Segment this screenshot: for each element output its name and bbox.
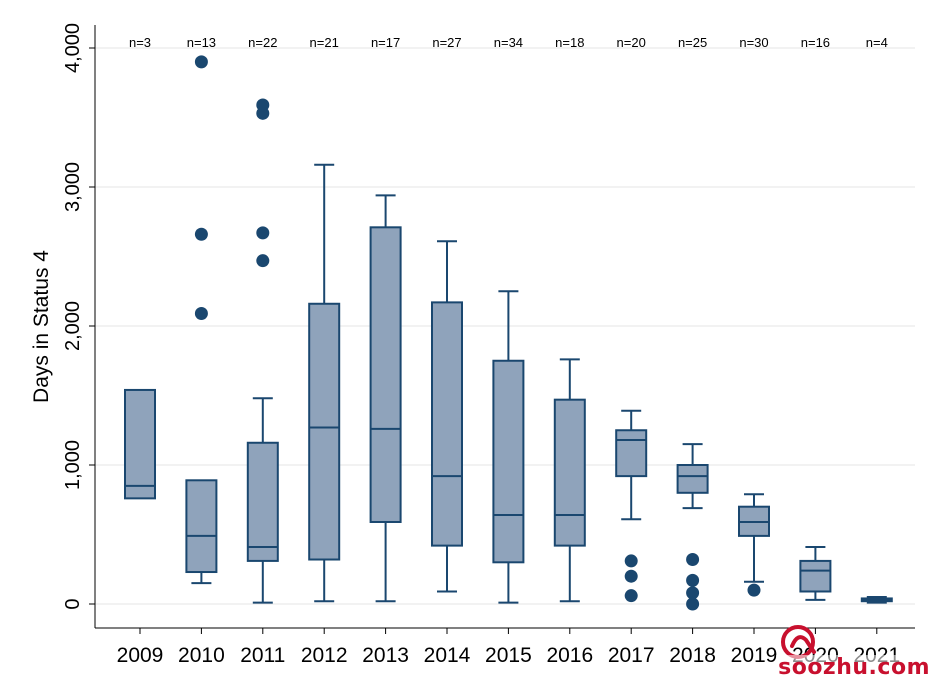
box-iqr — [431, 301, 463, 547]
y-tick-label: 0 — [62, 598, 84, 609]
outlier-point — [747, 583, 761, 597]
box-iqr — [369, 226, 402, 523]
watermark-site: soozhu.com — [776, 655, 932, 680]
box-group-2014 — [431, 240, 463, 593]
box-group-2011 — [246, 98, 279, 604]
count-label: n=34 — [494, 35, 523, 50]
box-iqr — [185, 479, 218, 574]
x-tick-label: 2014 — [424, 644, 471, 667]
count-label: n=30 — [739, 35, 768, 50]
x-tick-label: 2010 — [178, 644, 225, 667]
x-tick-label: 2009 — [117, 644, 164, 667]
box-group-2020 — [799, 546, 832, 601]
box-iqr — [492, 359, 525, 564]
box-group-2009 — [124, 388, 156, 500]
x-tick-label: 2011 — [240, 644, 285, 667]
count-label: n=25 — [678, 35, 707, 50]
outlier-point — [194, 55, 208, 69]
box-group-2019 — [738, 493, 770, 597]
count-label: n=4 — [866, 35, 888, 50]
x-tick-label: 2016 — [546, 644, 593, 667]
count-label: n=18 — [555, 35, 584, 50]
watermark: soozhu.com — [774, 618, 944, 688]
count-label: n=16 — [801, 35, 830, 50]
outlier-point — [624, 554, 638, 568]
outlier-point — [686, 553, 700, 567]
outlier-point — [686, 573, 700, 587]
outlier-point — [624, 589, 638, 603]
box-group-2021 — [860, 596, 893, 604]
box-iqr — [676, 464, 709, 494]
x-tick-label: 2015 — [485, 644, 532, 667]
boxes — [124, 55, 893, 611]
y-tick-label: 1,000 — [62, 440, 84, 490]
gridlines — [95, 47, 915, 605]
x-tick-label: 2012 — [301, 644, 348, 667]
outlier-point — [624, 569, 638, 583]
x-tick-label: 2017 — [608, 644, 655, 667]
box-group-2016 — [553, 358, 586, 603]
y-tick-label: 2,000 — [62, 301, 84, 351]
x-tick-label: 2019 — [731, 644, 778, 667]
box-group-2018 — [676, 443, 709, 611]
count-label: n=3 — [129, 35, 151, 50]
count-label: n=21 — [310, 35, 339, 50]
x-tick-label: 2018 — [669, 644, 716, 667]
axes: 0 1,000 2,000 3,000 4,000 2009 n=3 2010 n=13 2011… — [62, 23, 915, 667]
box-iqr — [246, 441, 279, 562]
count-label: n=13 — [187, 35, 216, 50]
box-group-2015 — [492, 290, 525, 604]
x-tick-label: 2013 — [362, 644, 409, 667]
count-label: n=17 — [371, 35, 400, 50]
count-label: n=20 — [617, 35, 646, 50]
box-iqr — [799, 559, 832, 593]
outlier-point — [194, 306, 208, 320]
box-group-2012 — [308, 163, 341, 603]
y-tick-label: 3,000 — [62, 162, 84, 212]
count-label: n=22 — [248, 35, 277, 50]
box-iqr — [308, 302, 341, 561]
outlier-point — [686, 586, 700, 600]
box-group-2013 — [369, 194, 402, 603]
box-group-2017 — [615, 409, 648, 603]
box-iqr — [553, 398, 586, 547]
outlier-point — [194, 227, 208, 241]
outlier-point — [256, 226, 270, 240]
box-group-2010 — [185, 55, 218, 585]
count-label: n=27 — [432, 35, 461, 50]
y-axis-label: Days in Status 4 — [30, 250, 53, 403]
outlier-point — [256, 254, 270, 268]
box-iqr — [124, 388, 156, 500]
outlier-point — [686, 597, 700, 611]
y-tick-label: 4,000 — [62, 23, 84, 73]
outlier-point — [256, 98, 270, 112]
box-iqr — [615, 429, 648, 478]
